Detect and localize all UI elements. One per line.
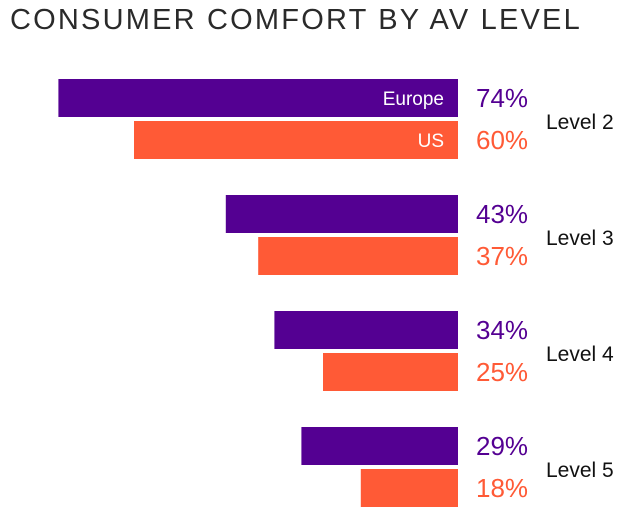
bar-europe-level-3 xyxy=(225,195,458,233)
bar-us-level-2 xyxy=(134,121,458,159)
category-label-level-2: Level 2 xyxy=(546,111,614,134)
bar-us-level-4 xyxy=(323,353,458,391)
series-label-us: US xyxy=(418,131,444,152)
value-label-us-level-3: 37% xyxy=(476,241,528,271)
bar-us-level-3 xyxy=(258,237,458,275)
value-label-us-level-4: 25% xyxy=(476,357,528,387)
bar-us-level-5 xyxy=(360,469,458,507)
series-label-europe: Europe xyxy=(383,89,444,110)
value-label-europe-level-2: 74% xyxy=(476,83,528,113)
value-label-europe-level-3: 43% xyxy=(476,199,528,229)
bar-europe-level-4 xyxy=(274,311,458,349)
value-label-us-level-2: 60% xyxy=(476,125,528,155)
category-label-level-4: Level 4 xyxy=(546,343,614,366)
category-label-level-3: Level 3 xyxy=(546,227,614,250)
bar-europe-level-5 xyxy=(301,427,458,465)
category-label-level-5: Level 5 xyxy=(546,459,614,482)
chart-title: CONSUMER COMFORT BY AV LEVEL xyxy=(10,4,582,36)
value-label-us-level-5: 18% xyxy=(476,473,528,503)
bar-europe-level-2 xyxy=(58,79,459,117)
value-label-europe-level-4: 34% xyxy=(476,315,528,345)
value-label-europe-level-5: 29% xyxy=(476,431,528,461)
